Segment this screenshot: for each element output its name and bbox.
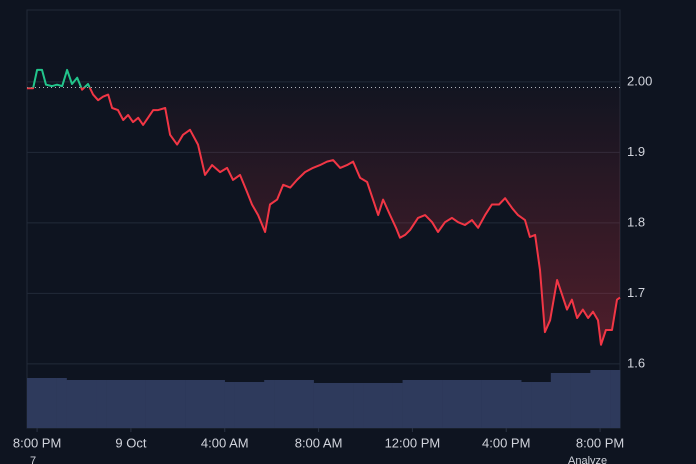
y-tick-label: 1.8 — [627, 214, 645, 229]
volume-bar — [580, 373, 591, 428]
volume-bar — [244, 382, 255, 428]
volume-bar — [610, 370, 621, 428]
volume-bar — [451, 380, 463, 428]
volume-bar — [540, 382, 552, 428]
volume-bar — [96, 380, 107, 428]
volume-bar — [560, 373, 571, 428]
volume-bar — [264, 380, 275, 428]
volume-bar — [224, 382, 235, 428]
footer-right: Analyze — [568, 455, 607, 464]
volume-bar — [155, 380, 166, 428]
volume-bar — [442, 380, 453, 428]
volume-bar — [402, 380, 413, 428]
y-tick-label: 1.7 — [627, 285, 645, 300]
x-tick-label: 8:00 AM — [295, 435, 343, 450]
volume-bar — [36, 378, 48, 428]
volume-bar — [323, 383, 334, 428]
volume-bar — [501, 380, 512, 428]
volume-bar — [382, 383, 393, 428]
volume-bar — [27, 378, 38, 428]
volume-bar — [195, 380, 206, 428]
volume-bar — [491, 380, 502, 428]
volume-bar — [353, 383, 364, 428]
volume-bar — [521, 382, 532, 428]
volume-bar — [303, 380, 314, 428]
volume-bar — [106, 380, 117, 428]
volume-bar — [531, 382, 542, 428]
footer-left: 7 — [30, 455, 36, 464]
volume-bar — [76, 380, 87, 428]
volume-bar — [214, 380, 225, 428]
volume-bar — [363, 383, 374, 428]
price-line — [27, 68, 621, 346]
volume-bar — [313, 383, 324, 428]
volume-bar — [461, 380, 473, 428]
volume-bar — [145, 380, 156, 428]
plot: 2.00 1.9 1.8 1.7 1.6 8:00 PM 9 Oct 4:00 AM 8:00 … — [13, 68, 652, 450]
volume-bar — [392, 383, 403, 428]
x-tick-label: 12:00 PM — [385, 435, 441, 450]
x-tick-label: 8:00 PM — [13, 435, 61, 450]
volume-bar — [293, 380, 305, 428]
x-tick-label: 9 Oct — [115, 435, 146, 450]
volume-bar — [412, 380, 423, 428]
volume-bar — [185, 380, 196, 428]
volume-bar — [481, 380, 492, 428]
volume-bar — [165, 380, 176, 428]
volume-bar — [590, 370, 601, 428]
x-tick-label: 4:00 PM — [482, 435, 530, 450]
volume-bar — [234, 382, 245, 428]
volume-bar — [56, 378, 67, 428]
area — [27, 87, 620, 345]
y-tick-label: 1.9 — [627, 144, 645, 159]
x-tick-label: 8:00 PM — [576, 435, 624, 450]
y-tick-label: 1.6 — [627, 355, 645, 370]
volume-bar — [86, 380, 97, 428]
volume-bar — [125, 380, 137, 428]
x-tick-label: 4:00 AM — [201, 435, 249, 450]
volume-bar — [372, 383, 384, 428]
volume-bar — [550, 373, 561, 428]
volume-bar — [115, 380, 127, 428]
volume-bar — [66, 380, 77, 428]
volume-bar — [600, 370, 611, 428]
volume-bar — [471, 380, 482, 428]
volume-bar — [422, 380, 433, 428]
volume-bar — [254, 382, 265, 428]
volume-bar — [432, 380, 443, 428]
volume-bar — [283, 380, 295, 428]
y-tick-label: 2.00 — [627, 73, 652, 88]
volume-bar — [135, 380, 146, 428]
volume-bar — [204, 380, 216, 428]
volume-bar — [175, 380, 186, 428]
volume-bar — [343, 383, 354, 428]
volume-bar — [511, 380, 522, 428]
volume-bar — [333, 383, 344, 428]
volume-bar — [46, 378, 57, 428]
volume-bar — [274, 380, 285, 428]
volume-bar — [570, 373, 581, 428]
